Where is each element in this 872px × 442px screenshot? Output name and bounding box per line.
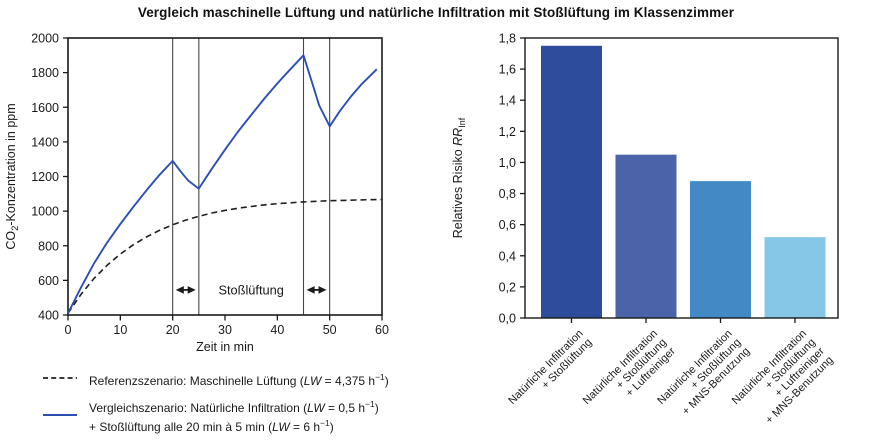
plot-frame: [524, 37, 839, 319]
arrowhead-right: [187, 286, 196, 294]
bar-category-label: Natürliche Infiltration+ Stoßlüftung+ Lu…: [730, 327, 836, 433]
legend-label: Vergleichszenario: Natürliche Infiltrati…: [89, 398, 379, 435]
co2-line-chart: 400 600 800 1000 1200 1400 1600 1800 2000 0 10 20 30…: [4, 32, 389, 355]
y-tick-label: 0,2: [499, 280, 516, 294]
y-tick-label: 1,6: [499, 63, 516, 77]
dashed-line-sample: [42, 370, 78, 389]
arrowhead-right: [318, 286, 327, 294]
x-tick-label: 40: [270, 323, 284, 337]
x-tick-label: 50: [323, 323, 337, 337]
y-tick-label: 1800: [31, 66, 59, 80]
legend-label: Referenzszenario: Maschinelle Lüftung (L…: [89, 372, 389, 388]
solid-line-sample: [42, 407, 78, 426]
x-tick-label: 10: [113, 323, 127, 337]
bar-1: [615, 154, 677, 318]
series-vergleichszenario: [67, 54, 378, 314]
legend-entry-0: Referenzszenario: Maschinelle Lüftung (L…: [42, 370, 389, 390]
bar-category-label: Natürliche Infiltration+ Stoßlüftung+ Lu…: [581, 327, 678, 424]
y-tick-label: 1,0: [499, 156, 516, 170]
y-tick-label: 1,4: [499, 94, 516, 108]
y-tick-label: 0,6: [499, 218, 516, 232]
y-tick-label: 1400: [31, 135, 59, 149]
y-tick-label: 0,8: [499, 187, 516, 201]
y-tick-label: 1,8: [499, 32, 516, 46]
y-tick-label: 0,0: [499, 312, 516, 326]
arrowhead-left: [306, 286, 315, 294]
legend-entry-1: Vergleichszenario: Natürliche Infiltrati…: [42, 397, 389, 436]
y-axis-label: CO2-Konzentration in ppm: [4, 103, 21, 249]
stossluftung-annotation: Stoßlüftung: [218, 282, 283, 297]
x-tick-label: 20: [166, 323, 180, 337]
series-referenzszenario: [67, 198, 383, 314]
y-tick-label: 1200: [31, 170, 59, 184]
y-tick-label: 400: [38, 309, 59, 323]
y-tick-label: 600: [38, 274, 59, 288]
y-tick-label: 1000: [31, 205, 59, 219]
x-tick-label: 30: [218, 323, 232, 337]
bar-3: [764, 237, 826, 318]
y-axis-label: Relatives Risiko RRInf: [451, 117, 467, 238]
y-tick-label: 0,4: [499, 249, 516, 263]
bar-category-label: Natürliche Infiltration+ Stoßlüftung: [506, 328, 594, 416]
bar-category-label: Natürliche Infiltration+ Stoßlüftung+ MN…: [655, 328, 752, 425]
x-axis-label: Zeit in min: [196, 340, 254, 354]
chart-legend: Referenzszenario: Maschinelle Lüftung (L…: [42, 370, 389, 436]
arrowhead-left: [175, 286, 184, 294]
relative-risk-bar-chart: 0,0 0,2 0,4 0,6 0,8 1,0 1,2 1,4 1,6 1,8 Relatives …: [451, 32, 839, 433]
figure-title: Vergleich maschinelle Lüftung und natürl…: [137, 5, 735, 20]
x-tick-label: 0: [65, 323, 72, 337]
bar-2: [690, 181, 751, 318]
y-tick-label: 2000: [31, 32, 59, 46]
x-tick-label: 60: [375, 323, 389, 337]
y-tick-label: 800: [38, 239, 59, 253]
y-tick-label: 1,2: [499, 125, 516, 139]
y-tick-label: 1600: [31, 101, 59, 115]
bar-0: [541, 45, 602, 319]
plot-frame: [67, 37, 383, 316]
